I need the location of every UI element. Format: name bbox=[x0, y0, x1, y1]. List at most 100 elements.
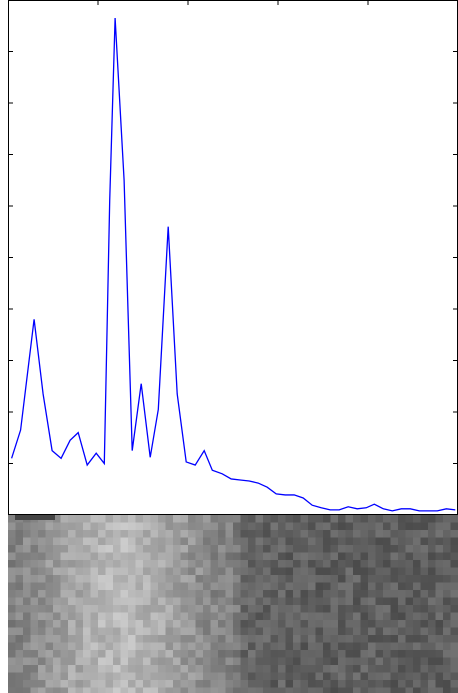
image-pixel bbox=[46, 523, 54, 531]
image-pixel bbox=[443, 658, 451, 666]
image-pixel bbox=[218, 598, 226, 606]
image-pixel bbox=[211, 605, 219, 613]
image-pixel bbox=[278, 688, 286, 693]
image-pixel bbox=[353, 688, 361, 693]
image-pixel bbox=[68, 628, 76, 636]
image-pixel bbox=[31, 620, 39, 628]
image-pixel bbox=[143, 688, 151, 693]
image-pixel bbox=[151, 523, 159, 531]
image-pixel bbox=[323, 538, 331, 546]
image-pixel bbox=[293, 538, 301, 546]
image-pixel bbox=[31, 568, 39, 576]
image-pixel bbox=[8, 665, 16, 673]
image-pixel bbox=[143, 673, 151, 681]
image-pixel bbox=[278, 583, 286, 591]
image-pixel bbox=[16, 620, 24, 628]
image-pixel bbox=[151, 635, 159, 643]
image-pixel bbox=[346, 658, 354, 666]
image-pixel bbox=[451, 688, 458, 693]
image-pixel bbox=[421, 643, 429, 651]
image-pixel bbox=[353, 523, 361, 531]
image-pixel bbox=[173, 560, 181, 568]
image-pixel bbox=[91, 680, 99, 688]
image-pixel bbox=[256, 568, 264, 576]
image-pixel bbox=[226, 613, 234, 621]
image-pixel bbox=[413, 575, 421, 583]
image-pixel bbox=[218, 605, 226, 613]
image-pixel bbox=[121, 515, 129, 523]
image-pixel bbox=[31, 688, 39, 693]
image-pixel bbox=[301, 665, 309, 673]
image-pixel bbox=[383, 583, 391, 591]
image-pixel bbox=[106, 523, 114, 531]
image-pixel bbox=[121, 658, 129, 666]
image-pixel bbox=[61, 515, 69, 523]
image-pixel bbox=[293, 598, 301, 606]
image-pixel bbox=[23, 530, 31, 538]
image-pixel bbox=[173, 515, 181, 523]
image-pixel bbox=[398, 665, 406, 673]
image-pixel bbox=[128, 613, 136, 621]
image-pixel bbox=[376, 605, 384, 613]
image-pixel bbox=[383, 538, 391, 546]
image-pixel bbox=[38, 643, 46, 651]
image-pixel bbox=[398, 635, 406, 643]
image-pixel bbox=[368, 553, 376, 561]
image-pixel bbox=[241, 583, 249, 591]
image-pixel bbox=[113, 523, 121, 531]
image-pixel bbox=[151, 688, 159, 693]
image-pixel bbox=[316, 643, 324, 651]
image-pixel bbox=[316, 575, 324, 583]
image-pixel bbox=[151, 605, 159, 613]
image-pixel bbox=[218, 658, 226, 666]
image-pixel bbox=[158, 538, 166, 546]
image-pixel bbox=[436, 553, 444, 561]
image-pixel bbox=[338, 628, 346, 636]
image-pixel bbox=[398, 523, 406, 531]
image-pixel bbox=[338, 545, 346, 553]
image-pixel bbox=[98, 523, 106, 531]
image-pixel bbox=[68, 538, 76, 546]
image-pixel bbox=[406, 598, 414, 606]
image-pixel bbox=[226, 523, 234, 531]
image-pixel bbox=[196, 620, 204, 628]
image-pixel bbox=[61, 590, 69, 598]
image-pixel bbox=[383, 658, 391, 666]
image-pixel bbox=[278, 635, 286, 643]
image-pixel bbox=[173, 680, 181, 688]
image-pixel bbox=[91, 628, 99, 636]
image-pixel bbox=[271, 538, 279, 546]
image-pixel bbox=[136, 613, 144, 621]
image-pixel bbox=[143, 515, 151, 523]
image-pixel bbox=[211, 658, 219, 666]
image-pixel bbox=[46, 620, 54, 628]
image-pixel bbox=[143, 605, 151, 613]
image-pixel bbox=[398, 620, 406, 628]
image-pixel bbox=[203, 523, 211, 531]
image-pixel bbox=[151, 553, 159, 561]
image-pixel bbox=[286, 643, 294, 651]
image-pixel bbox=[76, 643, 84, 651]
image-pixel bbox=[46, 605, 54, 613]
image-pixel bbox=[31, 673, 39, 681]
image-pixel bbox=[113, 568, 121, 576]
image-pixel bbox=[376, 613, 384, 621]
image-pixel bbox=[406, 530, 414, 538]
image-pixel bbox=[16, 560, 24, 568]
image-pixel bbox=[46, 560, 54, 568]
image-pixel bbox=[398, 658, 406, 666]
image-pixel bbox=[83, 643, 91, 651]
image-pixel bbox=[353, 635, 361, 643]
image-pixel bbox=[53, 545, 61, 553]
image-pixel bbox=[121, 583, 129, 591]
image-pixel bbox=[113, 545, 121, 553]
image-pixel bbox=[98, 680, 106, 688]
image-pixel bbox=[256, 688, 264, 693]
image-pixel bbox=[428, 673, 436, 681]
image-pixel bbox=[436, 530, 444, 538]
image-pixel bbox=[173, 658, 181, 666]
image-pixel bbox=[203, 650, 211, 658]
image-pixel bbox=[83, 590, 91, 598]
image-pixel bbox=[413, 665, 421, 673]
image-pixel bbox=[68, 515, 76, 523]
